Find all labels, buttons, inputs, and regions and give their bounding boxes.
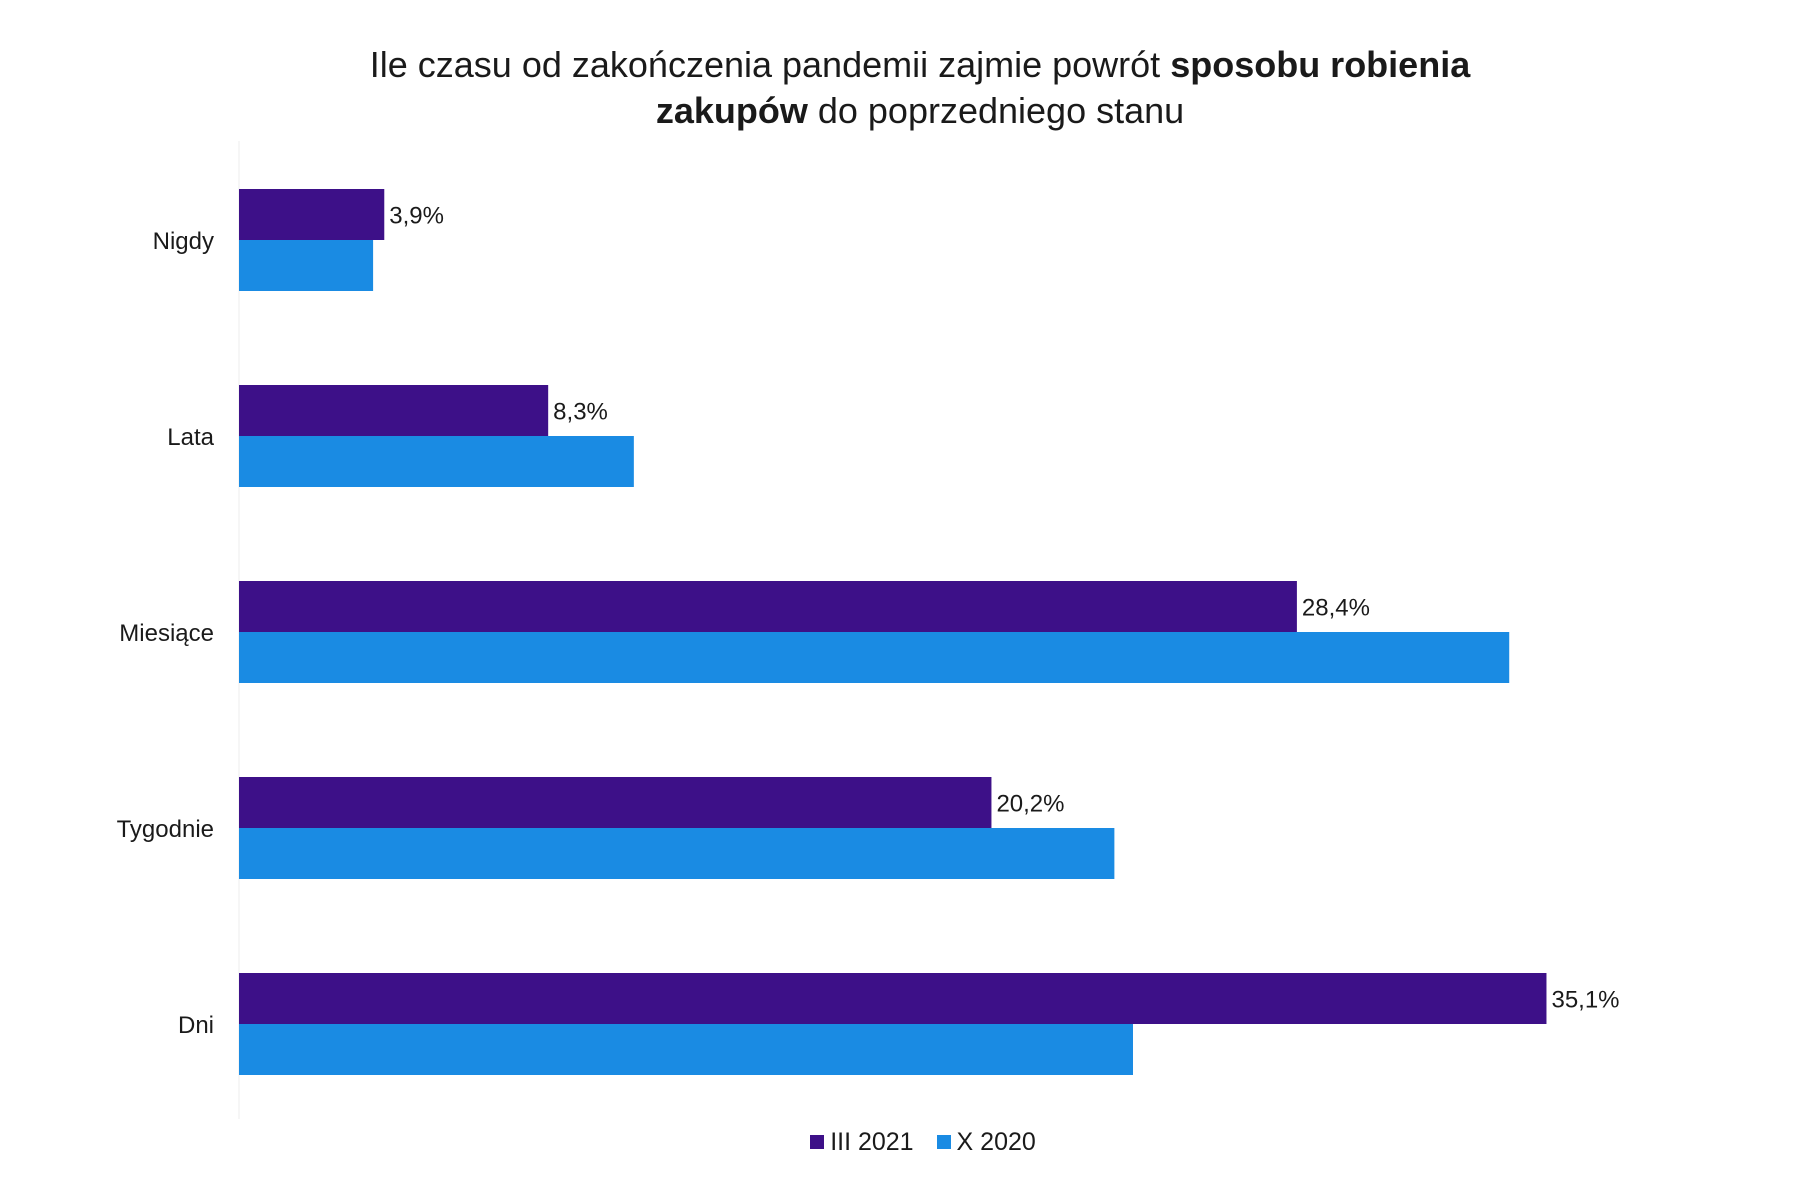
category-label: Lata xyxy=(167,424,214,451)
bar-iii-2021 xyxy=(239,385,549,436)
category-label: Miesiące xyxy=(119,620,214,647)
title-bold-part: zakupów xyxy=(655,90,808,131)
category-label: Nigdy xyxy=(153,228,214,255)
data-label: 8,3% xyxy=(553,399,608,426)
title-bold-part: sposobu robienia xyxy=(1170,44,1471,85)
title-part: Ile czasu od zakończenia pandemii zajmie… xyxy=(369,44,1171,85)
bar-x-2020 xyxy=(239,1024,1133,1075)
legend-item-iii-2021: III 2021 xyxy=(810,1128,914,1156)
title-part: do poprzedniego stanu xyxy=(807,90,1185,131)
bar-iii-2021 xyxy=(239,581,1297,632)
category-label: Tygodnie xyxy=(117,816,214,843)
legend-label: X 2020 xyxy=(956,1128,1036,1156)
bar-x-2020 xyxy=(239,436,634,487)
bar-x-2020 xyxy=(239,240,374,291)
chart-title: Ile czasu od zakończenia pandemii zajmie… xyxy=(0,42,1799,134)
bar-iii-2021 xyxy=(239,973,1547,1024)
bar-iii-2021 xyxy=(239,777,992,828)
data-label: 20,2% xyxy=(996,791,1064,818)
bar-x-2020 xyxy=(239,632,1510,683)
data-label: 35,1% xyxy=(1551,987,1619,1014)
legend-item-x-2020: X 2020 xyxy=(936,1128,1036,1156)
legend-swatch xyxy=(810,1135,825,1149)
legend: III 2021 X 2020 xyxy=(0,1128,1799,1157)
bar-iii-2021 xyxy=(239,189,385,240)
category-label: Dni xyxy=(178,1012,214,1039)
data-label: 3,9% xyxy=(389,203,444,230)
legend-label: III 2021 xyxy=(830,1128,914,1156)
bar-x-2020 xyxy=(239,828,1115,879)
data-label: 28,4% xyxy=(1302,595,1370,622)
legend-swatch xyxy=(936,1135,951,1149)
